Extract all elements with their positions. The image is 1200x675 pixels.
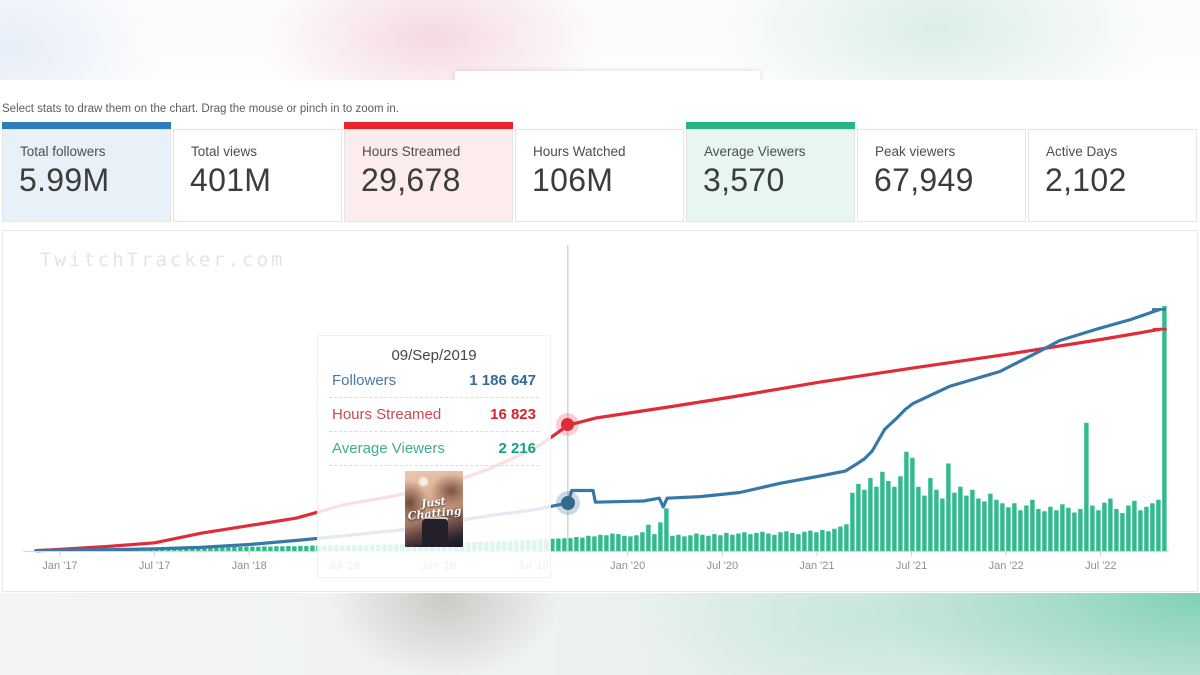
- box-art-caption: Just Chatting: [407, 494, 463, 523]
- x-axis-tick-label: Jul '17: [139, 560, 170, 572]
- mug-graphic: [422, 519, 448, 547]
- tooltip-value: 2 216: [498, 440, 536, 457]
- stat-card-accent-bar: [2, 122, 171, 129]
- x-axis-tick-label: Jan '17: [42, 560, 77, 572]
- tooltip-label: Average Viewers: [332, 440, 445, 457]
- x-axis-tick-label: Jul '20: [707, 560, 738, 572]
- stat-card-accent-bar: [173, 122, 342, 129]
- stat-value: 106M: [532, 162, 614, 198]
- chart-panel: TwitchTracker.com Jan '17 Jul '17 Jan '18 J…: [2, 230, 1198, 592]
- stat-card-accent-bar: [686, 122, 855, 129]
- stat-label: Average Viewers: [704, 144, 806, 159]
- hover-marker-followers: [561, 496, 575, 510]
- stat-card-hours-streamed[interactable]: Hours Streamed 29,678: [344, 122, 513, 222]
- tooltip-date: 09/Sep/2019: [391, 347, 477, 364]
- tooltip-row-followers: Followers 1 186 647: [329, 364, 539, 398]
- stat-card-peak-viewers[interactable]: Peak viewers 67,949: [857, 122, 1026, 222]
- stat-value: 29,678: [361, 162, 461, 198]
- followers-line: [34, 307, 1162, 553]
- stat-label: Peak viewers: [875, 144, 956, 159]
- stat-label: Total views: [191, 144, 258, 159]
- stat-label: Active Days: [1046, 144, 1118, 159]
- tooltip-label: Followers: [332, 372, 397, 389]
- stat-label: Total followers: [20, 144, 106, 159]
- tooltip-value: 1 186 647: [469, 372, 536, 389]
- stat-card-accent-bar: [515, 122, 684, 129]
- x-axis-tick-label: Jan '18: [232, 560, 267, 572]
- x-axis-tick-label: Jan '22: [989, 560, 1024, 572]
- hover-marker-hours-streamed: [561, 418, 574, 431]
- tooltip-value: 16 823: [490, 406, 536, 423]
- stat-card-total-views[interactable]: Total views 401M: [173, 122, 342, 222]
- stat-card-accent-bar: [857, 122, 1026, 129]
- stats-bar: Total followers 5.99M Total views 401M H…: [2, 122, 1197, 222]
- x-axis-tick-label: Jul '21: [896, 560, 927, 572]
- stat-card-accent-bar: [1028, 122, 1197, 129]
- stat-label: Hours Watched: [533, 144, 626, 159]
- avg-viewers-bars: [34, 306, 1167, 551]
- stat-value: 401M: [190, 162, 272, 198]
- watermark: TwitchTracker.com: [40, 249, 286, 271]
- chart-hint-text: Select stats to draw them on the chart. …: [2, 103, 399, 115]
- stat-value: 3,570: [703, 162, 785, 198]
- x-axis-tick-label: Jul '22: [1085, 560, 1116, 572]
- stat-value: 5.99M: [19, 162, 110, 198]
- stat-card-accent-bar: [344, 122, 513, 129]
- stat-card-active-days[interactable]: Active Days 2,102: [1028, 122, 1197, 222]
- just-chatting-box-art: Just Chatting: [405, 471, 463, 547]
- background-bottom: [0, 593, 1200, 675]
- chart-tooltip: 09/Sep/2019 Followers 1 186 647 Hours St…: [317, 335, 551, 578]
- tooltip-row-hours-streamed: Hours Streamed 16 823: [329, 398, 539, 432]
- stat-value: 2,102: [1045, 162, 1127, 198]
- stat-label: Hours Streamed: [362, 144, 461, 159]
- stat-card-average-viewers[interactable]: Average Viewers 3,570: [686, 122, 855, 222]
- x-axis-tick-label: Jan '21: [799, 560, 834, 572]
- x-axis-tick-label: Jan '20: [610, 560, 645, 572]
- stat-card-hours-watched[interactable]: Hours Watched 106M: [515, 122, 684, 222]
- tooltip-label: Hours Streamed: [332, 406, 442, 423]
- stat-value: 67,949: [874, 162, 974, 198]
- stat-card-total-followers[interactable]: Total followers 5.99M: [2, 122, 171, 222]
- tooltip-row-average-viewers: Average Viewers 2 216: [329, 432, 539, 466]
- background-top: [0, 0, 1200, 83]
